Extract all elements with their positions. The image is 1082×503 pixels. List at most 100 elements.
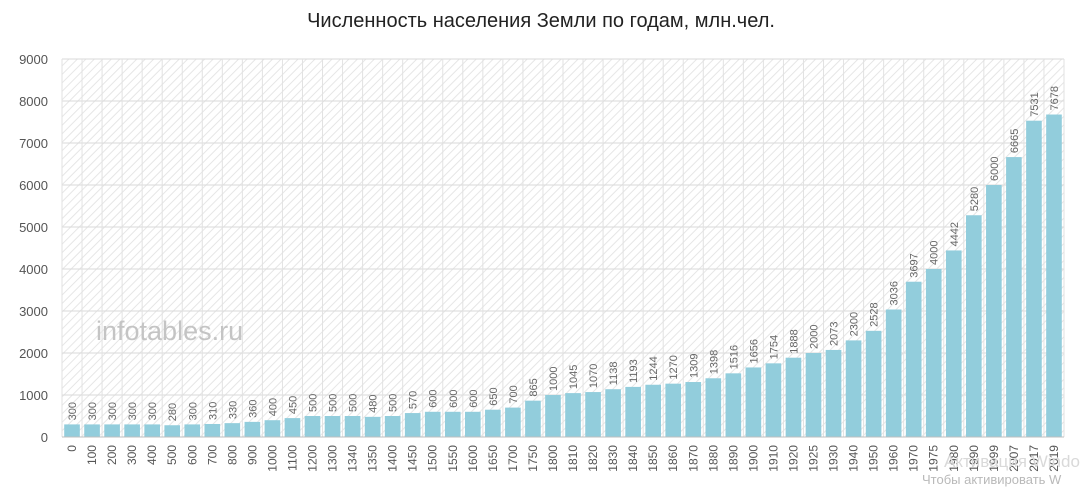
x-tick-label: 1850: [646, 445, 660, 472]
bar: [224, 423, 241, 437]
bar: [905, 281, 922, 437]
bar: [565, 393, 581, 437]
x-tick-label: 1870: [686, 445, 700, 472]
data-label: 310: [207, 402, 219, 420]
bar: [204, 423, 221, 437]
bar: [925, 269, 942, 437]
data-label: 500: [328, 394, 340, 412]
bar: [625, 386, 641, 437]
x-tick-label: 900: [245, 445, 259, 465]
data-label: 2000: [809, 325, 821, 349]
bar: [865, 330, 882, 437]
y-tick-label: 5000: [19, 220, 48, 235]
x-tick-label: 1980: [947, 445, 961, 472]
bar: [424, 411, 441, 437]
data-label: 3697: [909, 253, 921, 277]
data-label: 2300: [849, 312, 861, 336]
bar: [825, 349, 842, 437]
y-tick-label: 6000: [19, 178, 48, 193]
data-label: 360: [247, 400, 259, 418]
y-tick-label: 2000: [19, 346, 48, 361]
bar: [84, 424, 100, 437]
data-label: 300: [107, 402, 119, 420]
bar: [465, 411, 481, 437]
x-tick-label: 1550: [446, 445, 460, 472]
data-label: 1309: [688, 354, 700, 378]
x-tick-label: 1900: [746, 445, 760, 472]
data-label: 865: [528, 378, 540, 396]
data-label: 450: [287, 396, 299, 414]
data-label: 330: [227, 401, 239, 419]
x-tick-label: 1990: [967, 445, 981, 472]
x-tick-label: 1750: [526, 445, 540, 472]
x-tick-label: 1970: [907, 445, 921, 472]
bar: [64, 424, 80, 437]
bar: [324, 416, 341, 437]
data-label: 1398: [708, 350, 720, 374]
data-label: 1656: [748, 339, 760, 363]
x-tick-label: 0: [65, 445, 79, 452]
data-label: 500: [348, 394, 360, 412]
x-tick-label: 600: [185, 445, 199, 465]
bar: [665, 383, 682, 437]
bar: [364, 416, 381, 437]
bar: [705, 378, 722, 437]
bar: [1006, 157, 1022, 437]
x-tick-label: 1300: [326, 445, 340, 472]
x-tick-label: 400: [145, 445, 159, 465]
bar: [1026, 120, 1042, 437]
data-label: 300: [147, 402, 159, 420]
data-label: 500: [308, 394, 320, 412]
bar: [525, 400, 541, 437]
bar: [485, 409, 501, 437]
bar: [785, 357, 802, 437]
data-label: 480: [368, 394, 380, 412]
x-tick-label: 1810: [566, 445, 580, 472]
y-tick-label: 3000: [19, 304, 48, 319]
y-tick-label: 0: [41, 430, 48, 445]
x-tick-label: 1500: [426, 445, 440, 472]
x-tick-label: 1350: [366, 445, 380, 472]
bar: [344, 416, 361, 437]
x-tick-label: 1975: [927, 445, 941, 472]
bar: [845, 340, 862, 437]
bar: [104, 424, 120, 437]
data-label: 700: [508, 385, 520, 403]
bar: [164, 425, 181, 437]
bar: [304, 416, 321, 437]
bar: [124, 424, 140, 437]
data-label: 6000: [989, 157, 1001, 181]
bar: [685, 382, 702, 437]
data-label: 400: [267, 398, 279, 416]
x-tick-label: 1820: [586, 445, 600, 472]
x-tick-label: 1960: [887, 445, 901, 472]
x-tick-label: 1340: [346, 445, 360, 472]
data-label: 1270: [668, 355, 680, 379]
data-label: 300: [87, 402, 99, 420]
data-label: 300: [127, 402, 139, 420]
x-tick-label: 1100: [285, 445, 299, 471]
x-tick-label: 1840: [626, 445, 640, 472]
data-label: 280: [167, 403, 179, 421]
x-tick-label: 300: [125, 445, 139, 465]
data-label: 1070: [588, 364, 600, 388]
y-tick-label: 4000: [19, 262, 48, 277]
data-label: 650: [488, 387, 500, 405]
data-label: 1888: [788, 329, 800, 353]
data-label: 2073: [829, 321, 841, 345]
bar: [264, 420, 281, 437]
x-tick-label: 1950: [867, 445, 881, 472]
x-tick-label: 1450: [406, 445, 420, 472]
y-tick-label: 9000: [19, 52, 48, 67]
x-tick-label: 1880: [706, 445, 720, 472]
bar: [605, 389, 621, 437]
bar: [1046, 114, 1062, 438]
x-tick-label: 1000: [265, 445, 279, 472]
x-tick-label: 200: [105, 445, 119, 465]
bar: [404, 413, 421, 437]
data-label: 600: [448, 389, 460, 407]
bar: [885, 309, 902, 437]
data-label: 1516: [728, 345, 740, 369]
data-label: 300: [187, 402, 199, 420]
x-tick-label: 2019: [1047, 445, 1061, 472]
